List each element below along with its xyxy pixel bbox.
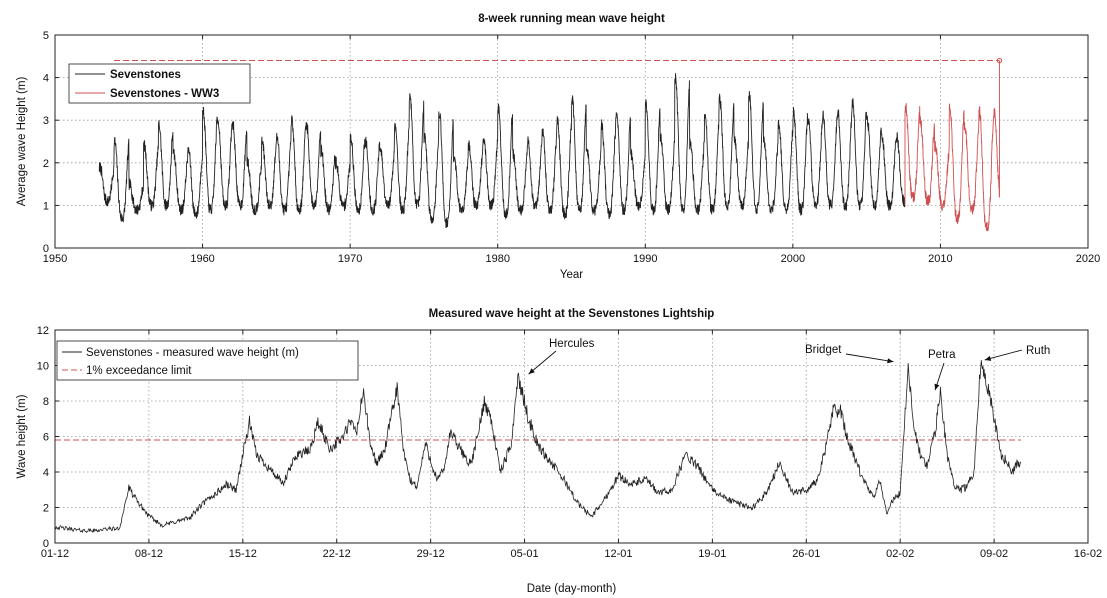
chart2-legend-entry-exceedance: 1% exceedance limit xyxy=(86,365,192,377)
chart1-y-axis-label: Average wave Height (m) xyxy=(16,77,28,207)
chart1-legend-box xyxy=(68,63,251,104)
annotation-label-hercules: Hercules xyxy=(549,338,595,350)
c2-y-tick-label: 6 xyxy=(43,432,49,444)
chart1-series-ww3 xyxy=(904,60,1000,232)
annotation-arrowhead-hercules xyxy=(528,368,535,375)
c1-y-tick-label: 4 xyxy=(43,73,49,85)
c2-x-tick-label: 19-01 xyxy=(698,548,726,560)
chart2-y-axis-label: Wave height (m) xyxy=(16,394,28,478)
chart1-title: 8-week running mean wave height xyxy=(478,13,665,25)
c2-x-tick-label: 02-02 xyxy=(886,548,914,560)
c1-y-tick-label: 1 xyxy=(43,200,49,212)
c2-x-tick-label: 08-12 xyxy=(135,548,163,560)
chart2-series xyxy=(54,360,1022,534)
chart1-x-axis-label: Year xyxy=(560,269,583,281)
c2-x-tick-label: 12-01 xyxy=(604,548,632,560)
c1-x-tick-label: 2010 xyxy=(928,253,952,265)
c1-y-tick-label: 2 xyxy=(43,158,49,170)
chart2-legend-box xyxy=(56,340,359,381)
c2-x-tick-label: 26-01 xyxy=(792,548,820,560)
c2-x-tick-label: 15-12 xyxy=(229,548,257,560)
chart1-legend-entry-sevenstones: Sevenstones xyxy=(110,69,181,81)
annotation-arrowhead-bridget xyxy=(887,358,894,364)
c2-y-tick-label: 0 xyxy=(43,538,49,550)
chart2-annotations: Hercules Bridget Petra Ruth xyxy=(528,338,1050,391)
c1-y-tick-label: 3 xyxy=(43,115,49,127)
c1-y-tick-label: 5 xyxy=(43,30,49,42)
c2-x-tick-label: 09-02 xyxy=(980,548,1008,560)
chart-measured-wave-height: Measured wave height at the Sevenstones … xyxy=(16,308,1102,595)
c2-y-tick-label: 12 xyxy=(37,325,49,337)
c2-x-tick-label: 01-12 xyxy=(41,548,69,560)
chart2-grid xyxy=(55,330,1088,543)
chart2-legend-entry-measured: Sevenstones - measured wave height (m) xyxy=(86,347,299,359)
chart2-x-axis-label: Date (day-month) xyxy=(527,583,617,595)
c1-x-tick-label: 1980 xyxy=(485,253,509,265)
c1-x-tick-label: 1950 xyxy=(43,253,67,265)
chart1-max-point xyxy=(996,57,1003,64)
chart1-legend-entry-ww3: Sevenstones - WW3 xyxy=(110,88,219,100)
annotation-label-bridget: Bridget xyxy=(805,344,842,356)
c2-y-tick-label: 4 xyxy=(43,467,49,479)
c1-x-tick-label: 1970 xyxy=(338,253,362,265)
c1-y-tick-label: 0 xyxy=(43,243,49,255)
c2-x-tick-label: 16-02 xyxy=(1074,548,1102,560)
c2-y-tick-label: 2 xyxy=(43,503,49,515)
chart2-ticks: 01-12 08-12 15-12 22-12 29-12 05-01 12-01 19-01… xyxy=(37,325,1102,560)
c2-y-tick-label: 10 xyxy=(37,361,49,373)
chart2-title: Measured wave height at the Sevenstones … xyxy=(429,308,715,320)
c1-x-tick-label: 2000 xyxy=(781,253,805,265)
chart1-series-sevenstones xyxy=(98,73,906,229)
chart1-legend: Sevenstones Sevenstones - WW3 xyxy=(68,63,251,104)
c1-x-tick-label: 1960 xyxy=(190,253,214,265)
chart1-series xyxy=(98,57,1003,232)
chart1-ticks: 1950 1960 1970 1980 1990 2000 2010 2020 0 1 2 3 4 5 xyxy=(43,30,1100,265)
annotation-label-petra: Petra xyxy=(928,349,956,361)
c2-x-tick-label: 22-12 xyxy=(323,548,351,560)
chart2-legend: Sevenstones - measured wave height (m) 1… xyxy=(56,340,359,381)
annotation-arrow-ruth xyxy=(984,349,1023,361)
c2-x-tick-label: 29-12 xyxy=(417,548,445,560)
c2-x-tick-label: 05-01 xyxy=(510,548,538,560)
annotation-arrowhead-petra xyxy=(934,383,940,391)
annotation-label-ruth: Ruth xyxy=(1026,345,1050,357)
c1-x-tick-label: 1990 xyxy=(633,253,657,265)
c2-y-tick-label: 8 xyxy=(43,396,49,408)
chart2-series-measured xyxy=(54,360,1022,534)
chart2-frame xyxy=(54,329,1089,544)
chart1-frame xyxy=(54,34,1089,249)
c1-x-tick-label: 2020 xyxy=(1076,253,1100,265)
chart-running-mean: 8-week running mean wave height Year Ave… xyxy=(16,13,1100,281)
annotation-arrow-bridget xyxy=(845,353,894,363)
annotation-arrowhead-ruth xyxy=(984,355,992,361)
